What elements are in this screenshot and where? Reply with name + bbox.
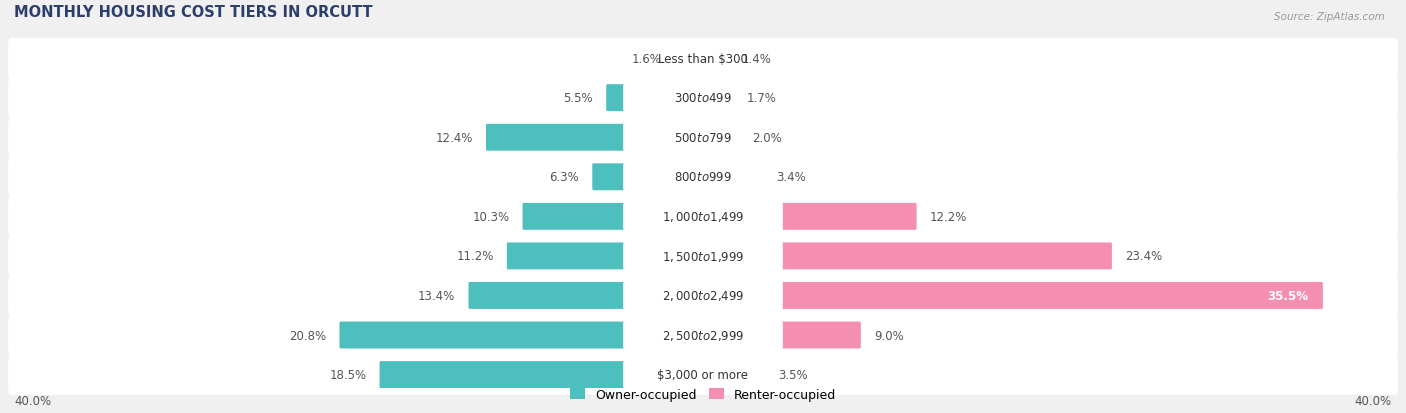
Text: 18.5%: 18.5% xyxy=(329,368,367,381)
Text: 20.8%: 20.8% xyxy=(290,329,326,342)
FancyBboxPatch shape xyxy=(8,354,1398,395)
Text: 1.7%: 1.7% xyxy=(747,92,776,105)
Text: 23.4%: 23.4% xyxy=(1125,250,1163,263)
Text: $800 to $999: $800 to $999 xyxy=(673,171,733,184)
FancyBboxPatch shape xyxy=(8,118,1398,158)
Text: $300 to $499: $300 to $499 xyxy=(673,92,733,105)
FancyBboxPatch shape xyxy=(702,322,860,349)
Text: 12.2%: 12.2% xyxy=(929,210,967,223)
Text: 12.4%: 12.4% xyxy=(436,131,472,145)
Text: Less than $300: Less than $300 xyxy=(658,52,748,66)
FancyBboxPatch shape xyxy=(623,282,783,310)
Text: $2,500 to $2,999: $2,500 to $2,999 xyxy=(662,328,744,342)
FancyBboxPatch shape xyxy=(623,123,783,152)
Text: 40.0%: 40.0% xyxy=(14,394,52,407)
FancyBboxPatch shape xyxy=(623,45,783,73)
FancyBboxPatch shape xyxy=(623,203,783,231)
FancyBboxPatch shape xyxy=(8,236,1398,276)
FancyBboxPatch shape xyxy=(675,45,704,72)
FancyBboxPatch shape xyxy=(702,124,738,151)
FancyBboxPatch shape xyxy=(623,361,783,389)
Text: 2.0%: 2.0% xyxy=(752,131,782,145)
Text: $500 to $799: $500 to $799 xyxy=(673,131,733,145)
Text: $1,500 to $1,999: $1,500 to $1,999 xyxy=(662,249,744,263)
Text: MONTHLY HOUSING COST TIERS IN ORCUTT: MONTHLY HOUSING COST TIERS IN ORCUTT xyxy=(14,5,373,20)
FancyBboxPatch shape xyxy=(702,203,917,230)
FancyBboxPatch shape xyxy=(8,39,1398,79)
Text: 6.3%: 6.3% xyxy=(550,171,579,184)
FancyBboxPatch shape xyxy=(702,45,728,72)
Text: 35.5%: 35.5% xyxy=(1267,289,1308,302)
Text: 1.6%: 1.6% xyxy=(631,52,661,66)
FancyBboxPatch shape xyxy=(623,84,783,113)
FancyBboxPatch shape xyxy=(339,322,704,349)
FancyBboxPatch shape xyxy=(523,203,704,230)
FancyBboxPatch shape xyxy=(623,242,783,271)
FancyBboxPatch shape xyxy=(702,243,1112,270)
FancyBboxPatch shape xyxy=(8,78,1398,119)
FancyBboxPatch shape xyxy=(606,85,704,112)
Text: $3,000 or more: $3,000 or more xyxy=(658,368,748,381)
FancyBboxPatch shape xyxy=(623,163,783,192)
FancyBboxPatch shape xyxy=(623,321,783,349)
Text: 5.5%: 5.5% xyxy=(564,92,593,105)
FancyBboxPatch shape xyxy=(702,282,1323,309)
Text: $2,000 to $2,499: $2,000 to $2,499 xyxy=(662,289,744,303)
FancyBboxPatch shape xyxy=(468,282,704,309)
FancyBboxPatch shape xyxy=(8,197,1398,237)
Legend: Owner-occupied, Renter-occupied: Owner-occupied, Renter-occupied xyxy=(565,383,841,406)
FancyBboxPatch shape xyxy=(8,315,1398,355)
FancyBboxPatch shape xyxy=(702,164,763,191)
Text: 40.0%: 40.0% xyxy=(1354,394,1392,407)
FancyBboxPatch shape xyxy=(506,243,704,270)
FancyBboxPatch shape xyxy=(592,164,704,191)
Text: 9.0%: 9.0% xyxy=(875,329,904,342)
FancyBboxPatch shape xyxy=(486,124,704,151)
Text: 1.4%: 1.4% xyxy=(741,52,772,66)
Text: 3.5%: 3.5% xyxy=(778,368,807,381)
Text: Source: ZipAtlas.com: Source: ZipAtlas.com xyxy=(1274,12,1385,22)
Text: $1,000 to $1,499: $1,000 to $1,499 xyxy=(662,210,744,224)
Text: 10.3%: 10.3% xyxy=(472,210,509,223)
FancyBboxPatch shape xyxy=(380,361,704,388)
Text: 13.4%: 13.4% xyxy=(418,289,456,302)
Text: 11.2%: 11.2% xyxy=(457,250,494,263)
FancyBboxPatch shape xyxy=(8,275,1398,316)
FancyBboxPatch shape xyxy=(702,361,765,388)
Text: 3.4%: 3.4% xyxy=(776,171,806,184)
FancyBboxPatch shape xyxy=(8,157,1398,197)
FancyBboxPatch shape xyxy=(702,85,734,112)
